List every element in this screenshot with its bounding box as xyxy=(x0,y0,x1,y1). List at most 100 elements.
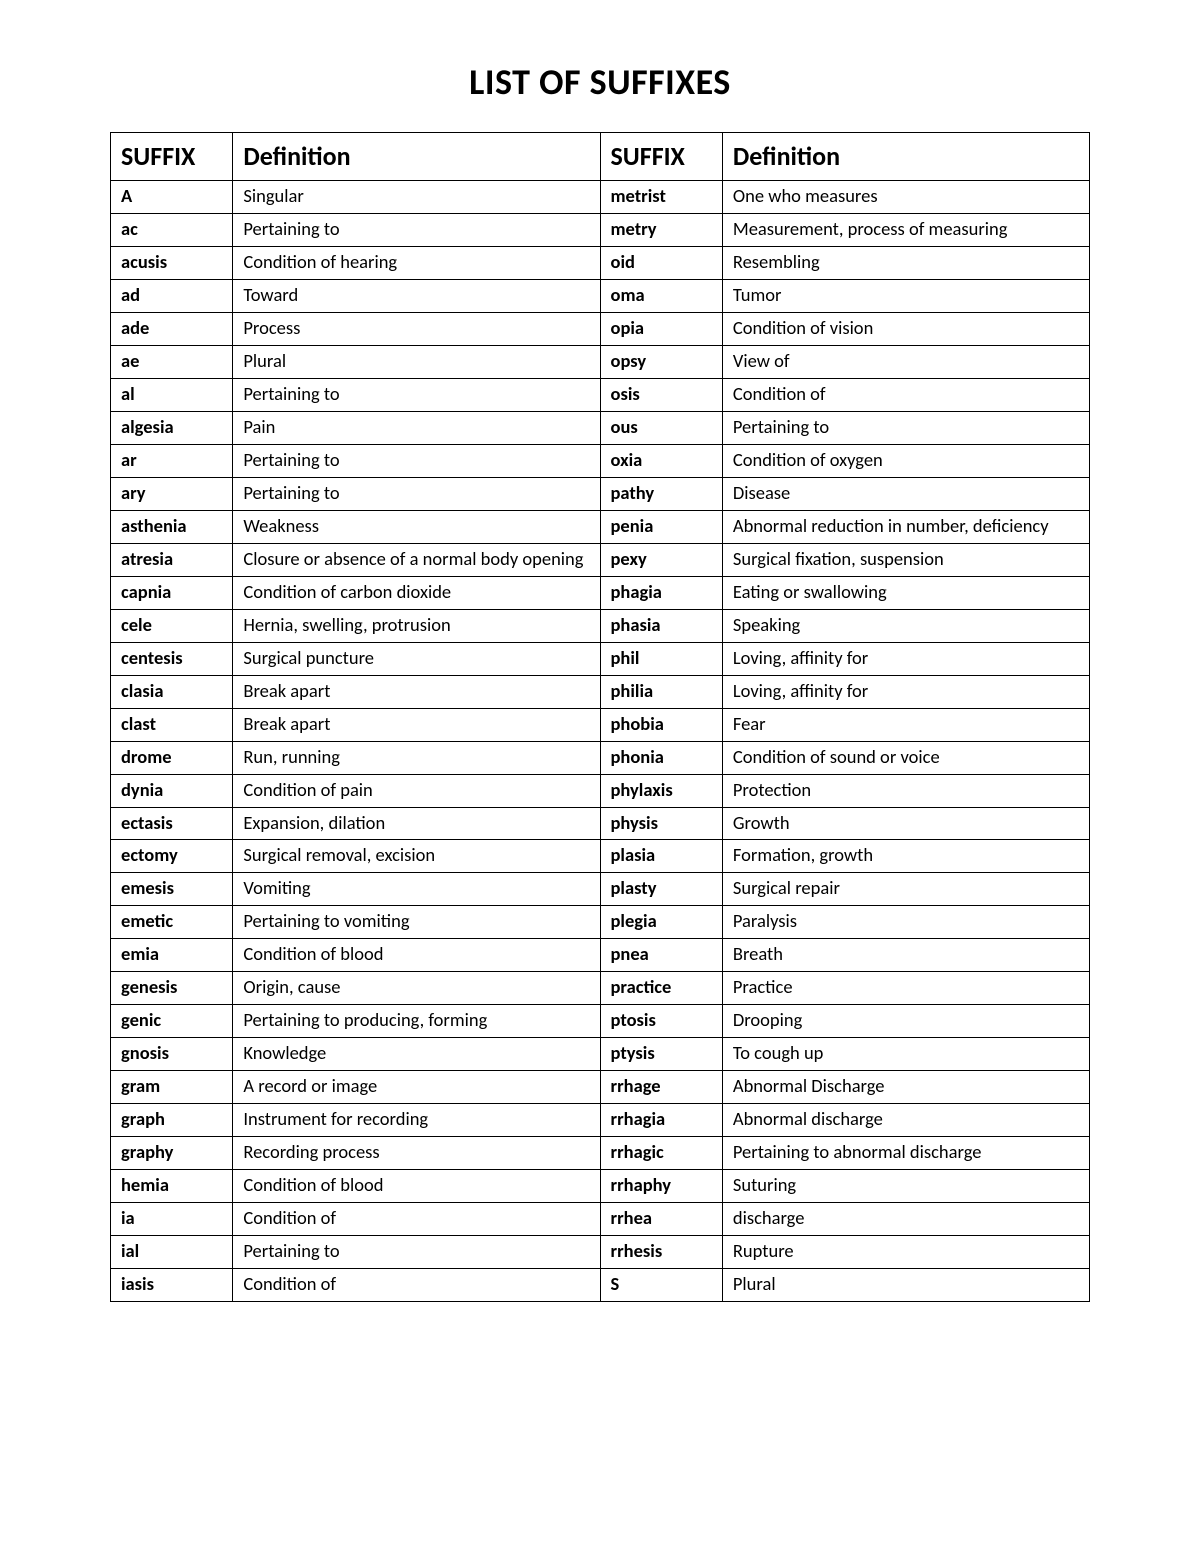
definition-cell: Pertaining to xyxy=(233,378,600,411)
table-row: genesisOrigin, causepracticePractice xyxy=(111,972,1090,1005)
suffix-cell: genesis xyxy=(111,972,233,1005)
suffix-cell: ectasis xyxy=(111,807,233,840)
table-row: aePluralopsyView of xyxy=(111,345,1090,378)
table-row: celeHernia, swelling, protrusionphasiaSp… xyxy=(111,609,1090,642)
definition-cell: Drooping xyxy=(722,1005,1089,1038)
definition-cell: Abnormal discharge xyxy=(722,1104,1089,1137)
definition-cell: Breath xyxy=(722,939,1089,972)
suffix-cell: gnosis xyxy=(111,1038,233,1071)
table-row: iasisCondition ofSPlural xyxy=(111,1269,1090,1302)
suffix-cell: atresia xyxy=(111,543,233,576)
col-header-definition-1: Definition xyxy=(233,133,600,181)
definition-cell: Closure or absence of a normal body open… xyxy=(233,543,600,576)
suffix-cell: phasia xyxy=(600,609,722,642)
suffix-cell: cele xyxy=(111,609,233,642)
col-header-suffix-2: SUFFIX xyxy=(600,133,722,181)
table-row: ectasisExpansion, dilationphysisGrowth xyxy=(111,807,1090,840)
suffix-cell: iasis xyxy=(111,1269,233,1302)
document-page: LIST OF SUFFIXES SUFFIX Definition SUFFI… xyxy=(0,0,1200,1553)
suffix-cell: ia xyxy=(111,1203,233,1236)
table-row: arPertaining tooxiaCondition of oxygen xyxy=(111,444,1090,477)
suffix-cell: gram xyxy=(111,1071,233,1104)
table-row: emeticPertaining to vomitingplegiaParaly… xyxy=(111,906,1090,939)
suffix-cell: pexy xyxy=(600,543,722,576)
table-row: capniaCondition of carbon dioxidephagiaE… xyxy=(111,576,1090,609)
definition-cell: Condition of xyxy=(233,1203,600,1236)
definition-cell: Break apart xyxy=(233,675,600,708)
table-row: adTowardomaTumor xyxy=(111,280,1090,313)
table-row: algesiaPainousPertaining to xyxy=(111,411,1090,444)
suffix-cell: ary xyxy=(111,477,233,510)
table-row: ialPertaining torrhesisRupture xyxy=(111,1236,1090,1269)
definition-cell: Surgical fixation, suspension xyxy=(722,543,1089,576)
definition-cell: Abnormal Discharge xyxy=(722,1071,1089,1104)
definition-cell: Pertaining to abnormal discharge xyxy=(722,1137,1089,1170)
suffix-cell: ae xyxy=(111,345,233,378)
suffix-cell: practice xyxy=(600,972,722,1005)
table-row: adeProcessopiaCondition of vision xyxy=(111,312,1090,345)
suffix-cell: rrhea xyxy=(600,1203,722,1236)
table-header: SUFFIX Definition SUFFIX Definition xyxy=(111,133,1090,181)
definition-cell: Growth xyxy=(722,807,1089,840)
suffix-cell: physis xyxy=(600,807,722,840)
suffix-cell: penia xyxy=(600,510,722,543)
table-row: centesisSurgical puncturephilLoving, aff… xyxy=(111,642,1090,675)
definition-cell: Condition of blood xyxy=(233,939,600,972)
definition-cell: Paralysis xyxy=(722,906,1089,939)
definition-cell: View of xyxy=(722,345,1089,378)
definition-cell: Disease xyxy=(722,477,1089,510)
table-row: ASingularmetristOne who measures xyxy=(111,181,1090,214)
definition-cell: Condition of vision xyxy=(722,312,1089,345)
suffix-cell: rrhaphy xyxy=(600,1170,722,1203)
definition-cell: Pertaining to xyxy=(233,214,600,247)
suffix-cell: acusis xyxy=(111,247,233,280)
suffix-cell: metrist xyxy=(600,181,722,214)
table-row: graphInstrument for recordingrrhagiaAbno… xyxy=(111,1104,1090,1137)
definition-cell: Origin, cause xyxy=(233,972,600,1005)
definition-cell: Break apart xyxy=(233,708,600,741)
suffix-cell: plasty xyxy=(600,873,722,906)
suffix-cell: opia xyxy=(600,312,722,345)
definition-cell: Abnormal reduction in number, deficiency xyxy=(722,510,1089,543)
suffix-cell: graphy xyxy=(111,1137,233,1170)
page-title: LIST OF SUFFIXES xyxy=(110,60,1090,104)
suffix-cell: centesis xyxy=(111,642,233,675)
definition-cell: discharge xyxy=(722,1203,1089,1236)
definition-cell: Weakness xyxy=(233,510,600,543)
definition-cell: Pertaining to producing, forming xyxy=(233,1005,600,1038)
suffix-cell: philia xyxy=(600,675,722,708)
suffix-cell: ptysis xyxy=(600,1038,722,1071)
definition-cell: Run, running xyxy=(233,741,600,774)
definition-cell: A record or image xyxy=(233,1071,600,1104)
definition-cell: Surgical puncture xyxy=(233,642,600,675)
definition-cell: Vomiting xyxy=(233,873,600,906)
suffix-cell: phobia xyxy=(600,708,722,741)
table-row: atresiaClosure or absence of a normal bo… xyxy=(111,543,1090,576)
suffix-cell: S xyxy=(600,1269,722,1302)
definition-cell: Condition of sound or voice xyxy=(722,741,1089,774)
suffix-cell: emia xyxy=(111,939,233,972)
definition-cell: Pertaining to xyxy=(233,444,600,477)
table-body: ASingularmetristOne who measuresacPertai… xyxy=(111,181,1090,1302)
suffix-cell: phylaxis xyxy=(600,774,722,807)
definition-cell: Pertaining to xyxy=(722,411,1089,444)
table-row: graphyRecording processrrhagicPertaining… xyxy=(111,1137,1090,1170)
suffix-cell: rrhagia xyxy=(600,1104,722,1137)
definition-cell: Rupture xyxy=(722,1236,1089,1269)
suffix-cell: phil xyxy=(600,642,722,675)
definition-cell: Fear xyxy=(722,708,1089,741)
table-row: acPertaining tometryMeasurement, process… xyxy=(111,214,1090,247)
suffix-cell: ial xyxy=(111,1236,233,1269)
suffix-cell: dynia xyxy=(111,774,233,807)
table-row: acusisCondition of hearingoidResembling xyxy=(111,247,1090,280)
suffix-cell: oxia xyxy=(600,444,722,477)
definition-cell: Condition of xyxy=(722,378,1089,411)
definition-cell: Toward xyxy=(233,280,600,313)
suffix-cell: ar xyxy=(111,444,233,477)
suffix-cell: A xyxy=(111,181,233,214)
definition-cell: Surgical removal, excision xyxy=(233,840,600,873)
suffix-cell: ade xyxy=(111,312,233,345)
definition-cell: Expansion, dilation xyxy=(233,807,600,840)
suffix-cell: al xyxy=(111,378,233,411)
suffix-cell: capnia xyxy=(111,576,233,609)
